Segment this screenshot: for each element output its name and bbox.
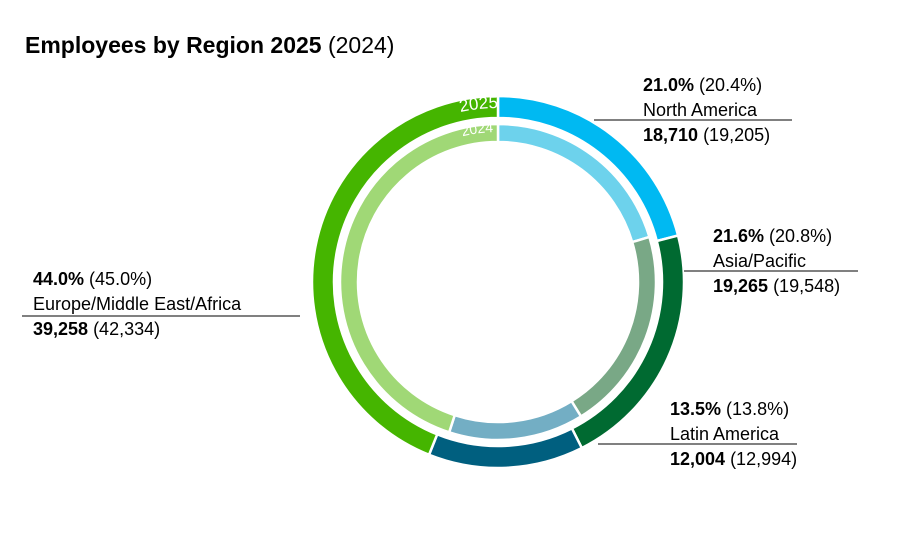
pct-2025: 21.0% (643, 75, 695, 95)
label-emea: 44.0% (45.0%) Europe/Middle East/Africa … (33, 267, 241, 342)
pct-2025: 44.0% (33, 269, 85, 289)
region-name: North America (643, 100, 758, 120)
count-2024: (42,334) (88, 319, 161, 339)
count-2024: (12,994) (725, 449, 798, 469)
arc-2025-europe-middle-east-africa (310, 94, 500, 457)
pct-2024: (45.0%) (84, 269, 153, 289)
region-name: Latin America (670, 424, 780, 444)
region-name: Europe/Middle East/Africa (33, 294, 242, 314)
pct-2025: 21.6% (713, 226, 765, 246)
title-main: Employees by Region 2025 (25, 32, 322, 58)
label-latin-america: 13.5% (13.8%) Latin America 12,004 (12,9… (670, 397, 797, 472)
count-2025: 19,265 (713, 276, 769, 296)
count-2024: (19,205) (698, 125, 771, 145)
label-north-america: 21.0% (20.4%) North America 18,710 (19,2… (643, 73, 770, 148)
pct-2025: 13.5% (670, 399, 722, 419)
pct-2024: (20.4%) (694, 75, 763, 95)
count-2025: 18,710 (643, 125, 699, 145)
label-asia-pacific: 21.6% (20.8%) Asia/Pacific 19,265 (19,54… (713, 224, 840, 299)
arc-2024-europe-middle-east-africa (338, 122, 500, 434)
chart-title: Employees by Region 2025 (2024) (25, 32, 394, 59)
title-prior: (2024) (327, 32, 395, 58)
count-2024: (19,548) (768, 276, 841, 296)
arc-2024-north-america (496, 122, 652, 244)
pct-2024: (13.8%) (721, 399, 790, 419)
pct-2024: (20.8%) (764, 226, 833, 246)
region-name: Asia/Pacific (713, 251, 807, 271)
count-2025: 39,258 (33, 319, 89, 339)
count-2025: 12,004 (670, 449, 726, 469)
